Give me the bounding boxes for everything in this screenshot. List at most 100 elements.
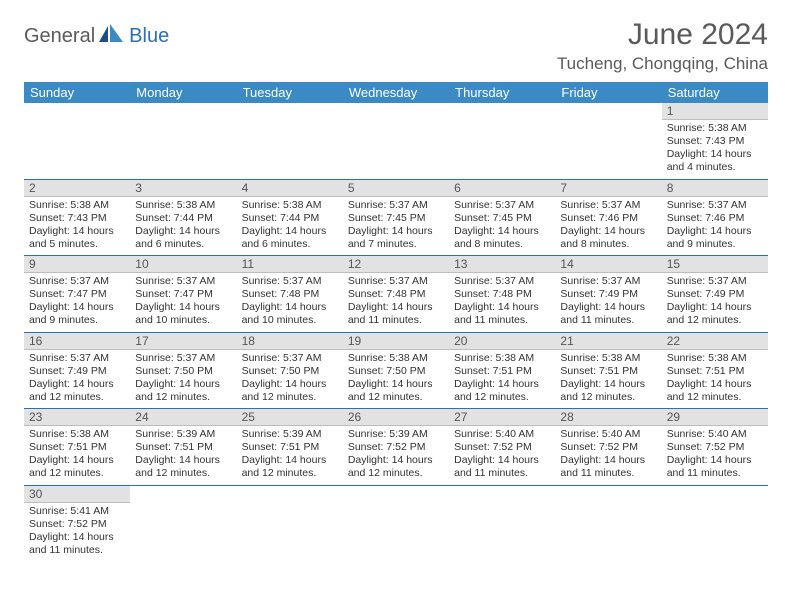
day-number: 9 bbox=[24, 256, 130, 273]
calendar-day: 1Sunrise: 5:38 AMSunset: 7:43 PMDaylight… bbox=[662, 103, 768, 179]
day-number: 10 bbox=[130, 256, 236, 273]
day-number: 8 bbox=[662, 180, 768, 197]
day-number: 28 bbox=[555, 409, 661, 426]
calendar-day: 25Sunrise: 5:39 AMSunset: 7:51 PMDayligh… bbox=[237, 409, 343, 486]
day-number: 11 bbox=[237, 256, 343, 273]
day-number: 4 bbox=[237, 180, 343, 197]
day-details: Sunrise: 5:40 AMSunset: 7:52 PMDaylight:… bbox=[555, 426, 661, 485]
day-details: Sunrise: 5:40 AMSunset: 7:52 PMDaylight:… bbox=[449, 426, 555, 485]
calendar-day: 27Sunrise: 5:40 AMSunset: 7:52 PMDayligh… bbox=[449, 409, 555, 486]
day-details: Sunrise: 5:37 AMSunset: 7:47 PMDaylight:… bbox=[130, 273, 236, 332]
calendar-day: 10Sunrise: 5:37 AMSunset: 7:47 PMDayligh… bbox=[130, 256, 236, 333]
header: General Blue June 2024 Tucheng, Chongqin… bbox=[24, 18, 768, 74]
weekday-header: Friday bbox=[555, 82, 661, 103]
calendar-empty bbox=[449, 485, 555, 561]
calendar-week: 9Sunrise: 5:37 AMSunset: 7:47 PMDaylight… bbox=[24, 256, 768, 333]
calendar-day: 21Sunrise: 5:38 AMSunset: 7:51 PMDayligh… bbox=[555, 332, 661, 409]
day-number: 30 bbox=[24, 486, 130, 503]
calendar-empty bbox=[449, 103, 555, 179]
month-title: June 2024 bbox=[557, 18, 768, 52]
sail-icon bbox=[99, 24, 125, 49]
calendar-empty bbox=[555, 485, 661, 561]
day-details: Sunrise: 5:37 AMSunset: 7:45 PMDaylight:… bbox=[449, 197, 555, 256]
day-number: 26 bbox=[343, 409, 449, 426]
calendar-day: 30Sunrise: 5:41 AMSunset: 7:52 PMDayligh… bbox=[24, 485, 130, 561]
calendar-day: 4Sunrise: 5:38 AMSunset: 7:44 PMDaylight… bbox=[237, 179, 343, 256]
calendar-week: 2Sunrise: 5:38 AMSunset: 7:43 PMDaylight… bbox=[24, 179, 768, 256]
day-details: Sunrise: 5:38 AMSunset: 7:50 PMDaylight:… bbox=[343, 350, 449, 409]
calendar-day: 24Sunrise: 5:39 AMSunset: 7:51 PMDayligh… bbox=[130, 409, 236, 486]
calendar-day: 23Sunrise: 5:38 AMSunset: 7:51 PMDayligh… bbox=[24, 409, 130, 486]
day-details: Sunrise: 5:38 AMSunset: 7:51 PMDaylight:… bbox=[662, 350, 768, 409]
day-number: 1 bbox=[662, 103, 768, 120]
day-details: Sunrise: 5:38 AMSunset: 7:44 PMDaylight:… bbox=[237, 197, 343, 256]
calendar-day: 26Sunrise: 5:39 AMSunset: 7:52 PMDayligh… bbox=[343, 409, 449, 486]
brand-part2: Blue bbox=[129, 25, 169, 48]
calendar-week: 16Sunrise: 5:37 AMSunset: 7:49 PMDayligh… bbox=[24, 332, 768, 409]
day-details: Sunrise: 5:38 AMSunset: 7:51 PMDaylight:… bbox=[24, 426, 130, 485]
day-number: 6 bbox=[449, 180, 555, 197]
calendar-head: SundayMondayTuesdayWednesdayThursdayFrid… bbox=[24, 82, 768, 103]
day-number: 14 bbox=[555, 256, 661, 273]
calendar-day: 7Sunrise: 5:37 AMSunset: 7:46 PMDaylight… bbox=[555, 179, 661, 256]
calendar-day: 5Sunrise: 5:37 AMSunset: 7:45 PMDaylight… bbox=[343, 179, 449, 256]
weekday-header: Tuesday bbox=[237, 82, 343, 103]
day-details: Sunrise: 5:38 AMSunset: 7:51 PMDaylight:… bbox=[555, 350, 661, 409]
calendar-day: 28Sunrise: 5:40 AMSunset: 7:52 PMDayligh… bbox=[555, 409, 661, 486]
calendar-week: 1Sunrise: 5:38 AMSunset: 7:43 PMDaylight… bbox=[24, 103, 768, 179]
calendar-week: 30Sunrise: 5:41 AMSunset: 7:52 PMDayligh… bbox=[24, 485, 768, 561]
day-details: Sunrise: 5:37 AMSunset: 7:48 PMDaylight:… bbox=[449, 273, 555, 332]
day-number: 22 bbox=[662, 333, 768, 350]
weekday-header: Monday bbox=[130, 82, 236, 103]
day-number: 13 bbox=[449, 256, 555, 273]
calendar-day: 2Sunrise: 5:38 AMSunset: 7:43 PMDaylight… bbox=[24, 179, 130, 256]
day-details: Sunrise: 5:37 AMSunset: 7:46 PMDaylight:… bbox=[555, 197, 661, 256]
brand-logo: General Blue bbox=[24, 24, 169, 49]
calendar-day: 16Sunrise: 5:37 AMSunset: 7:49 PMDayligh… bbox=[24, 332, 130, 409]
calendar-table: SundayMondayTuesdayWednesdayThursdayFrid… bbox=[24, 82, 768, 561]
day-number: 5 bbox=[343, 180, 449, 197]
day-number: 12 bbox=[343, 256, 449, 273]
day-number: 7 bbox=[555, 180, 661, 197]
calendar-day: 6Sunrise: 5:37 AMSunset: 7:45 PMDaylight… bbox=[449, 179, 555, 256]
day-details: Sunrise: 5:37 AMSunset: 7:49 PMDaylight:… bbox=[662, 273, 768, 332]
calendar-empty bbox=[237, 485, 343, 561]
calendar-empty bbox=[555, 103, 661, 179]
day-details: Sunrise: 5:38 AMSunset: 7:43 PMDaylight:… bbox=[662, 120, 768, 179]
day-number: 18 bbox=[237, 333, 343, 350]
weekday-header: Wednesday bbox=[343, 82, 449, 103]
calendar-day: 3Sunrise: 5:38 AMSunset: 7:44 PMDaylight… bbox=[130, 179, 236, 256]
calendar-day: 8Sunrise: 5:37 AMSunset: 7:46 PMDaylight… bbox=[662, 179, 768, 256]
day-details: Sunrise: 5:38 AMSunset: 7:43 PMDaylight:… bbox=[24, 197, 130, 256]
day-number: 25 bbox=[237, 409, 343, 426]
day-number: 20 bbox=[449, 333, 555, 350]
title-block: June 2024 Tucheng, Chongqing, China bbox=[557, 18, 768, 74]
day-details: Sunrise: 5:41 AMSunset: 7:52 PMDaylight:… bbox=[24, 503, 130, 562]
calendar-empty bbox=[130, 485, 236, 561]
day-details: Sunrise: 5:38 AMSunset: 7:44 PMDaylight:… bbox=[130, 197, 236, 256]
day-number: 23 bbox=[24, 409, 130, 426]
calendar-day: 15Sunrise: 5:37 AMSunset: 7:49 PMDayligh… bbox=[662, 256, 768, 333]
day-number: 24 bbox=[130, 409, 236, 426]
day-number: 29 bbox=[662, 409, 768, 426]
calendar-day: 12Sunrise: 5:37 AMSunset: 7:48 PMDayligh… bbox=[343, 256, 449, 333]
day-details: Sunrise: 5:37 AMSunset: 7:45 PMDaylight:… bbox=[343, 197, 449, 256]
calendar-day: 18Sunrise: 5:37 AMSunset: 7:50 PMDayligh… bbox=[237, 332, 343, 409]
calendar-empty bbox=[24, 103, 130, 179]
day-details: Sunrise: 5:37 AMSunset: 7:46 PMDaylight:… bbox=[662, 197, 768, 256]
calendar-day: 14Sunrise: 5:37 AMSunset: 7:49 PMDayligh… bbox=[555, 256, 661, 333]
calendar-empty bbox=[237, 103, 343, 179]
calendar-week: 23Sunrise: 5:38 AMSunset: 7:51 PMDayligh… bbox=[24, 409, 768, 486]
day-details: Sunrise: 5:37 AMSunset: 7:49 PMDaylight:… bbox=[24, 350, 130, 409]
calendar-page: General Blue June 2024 Tucheng, Chongqin… bbox=[0, 0, 792, 579]
calendar-day: 20Sunrise: 5:38 AMSunset: 7:51 PMDayligh… bbox=[449, 332, 555, 409]
day-details: Sunrise: 5:39 AMSunset: 7:52 PMDaylight:… bbox=[343, 426, 449, 485]
day-details: Sunrise: 5:37 AMSunset: 7:50 PMDaylight:… bbox=[237, 350, 343, 409]
day-details: Sunrise: 5:39 AMSunset: 7:51 PMDaylight:… bbox=[237, 426, 343, 485]
weekday-header: Sunday bbox=[24, 82, 130, 103]
day-number: 3 bbox=[130, 180, 236, 197]
day-details: Sunrise: 5:37 AMSunset: 7:50 PMDaylight:… bbox=[130, 350, 236, 409]
day-number: 2 bbox=[24, 180, 130, 197]
calendar-day: 13Sunrise: 5:37 AMSunset: 7:48 PMDayligh… bbox=[449, 256, 555, 333]
calendar-empty bbox=[662, 485, 768, 561]
